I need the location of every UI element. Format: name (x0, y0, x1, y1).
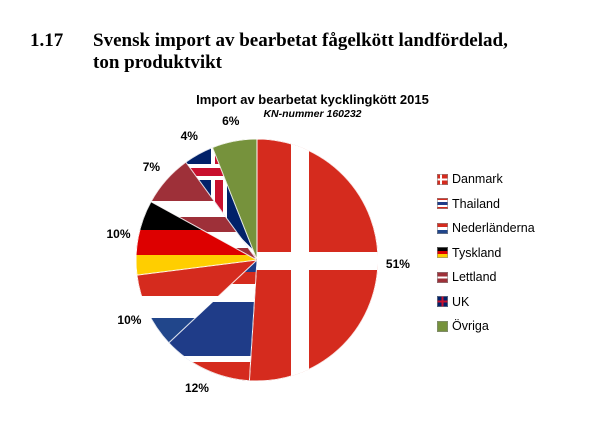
legend-item-nederländerna: Nederländerna (437, 216, 535, 241)
legend-label-uk: UK (452, 294, 470, 309)
legend-swatch-nederländerna (437, 222, 448, 234)
slice-label-nederländerna: 10% (117, 313, 142, 328)
legend-swatch-tyskland (437, 247, 448, 259)
slice-label-danmark: 51% (385, 257, 410, 272)
legend-label-övriga: Övriga (452, 319, 489, 334)
section-number: 1.17 (30, 30, 64, 51)
legend-item-thailand: Thailand (437, 192, 535, 217)
chart-legend: Danmark Thailand Nederländerna Tyskland Lett… (437, 167, 535, 339)
chart-subtitle: KN-nummer 160232 (263, 108, 362, 120)
legend-item-tyskland: Tyskland (437, 241, 535, 266)
legend-label-danmark: Danmark (452, 172, 503, 187)
section-title-line2: ton produktvikt (93, 52, 223, 73)
legend-item-uk: UK (437, 290, 535, 315)
legend-item-övriga: Övriga (437, 314, 535, 339)
section-title-line1: Svensk import av bearbetat fågelkött lan… (93, 30, 508, 51)
legend-swatch-thailand (437, 198, 448, 210)
slice-label-övriga: 6% (222, 114, 240, 129)
legend-label-lettland: Lettland (452, 270, 497, 285)
legend-label-tyskland: Tyskland (452, 245, 502, 260)
legend-swatch-uk (437, 296, 448, 308)
slice-label-lettland: 7% (142, 159, 161, 174)
legend-swatch-danmark (437, 173, 448, 185)
slice-label-thailand: 12% (184, 380, 209, 395)
legend-item-danmark: Danmark (437, 167, 535, 192)
slice-label-tyskland: 10% (106, 226, 131, 241)
legend-swatch-lettland (437, 271, 448, 283)
slice-label-uk: 4% (180, 129, 198, 144)
legend-item-lettland: Lettland (437, 265, 535, 290)
legend-label-thailand: Thailand (452, 196, 500, 211)
chart-title: Import av bearbetat kycklingkött 2015 (196, 92, 429, 107)
legend-label-nederländerna: Nederländerna (452, 221, 535, 236)
section-title: Svensk import av bearbetat fågelkött lan… (93, 30, 593, 74)
legend-swatch-övriga (437, 320, 448, 332)
